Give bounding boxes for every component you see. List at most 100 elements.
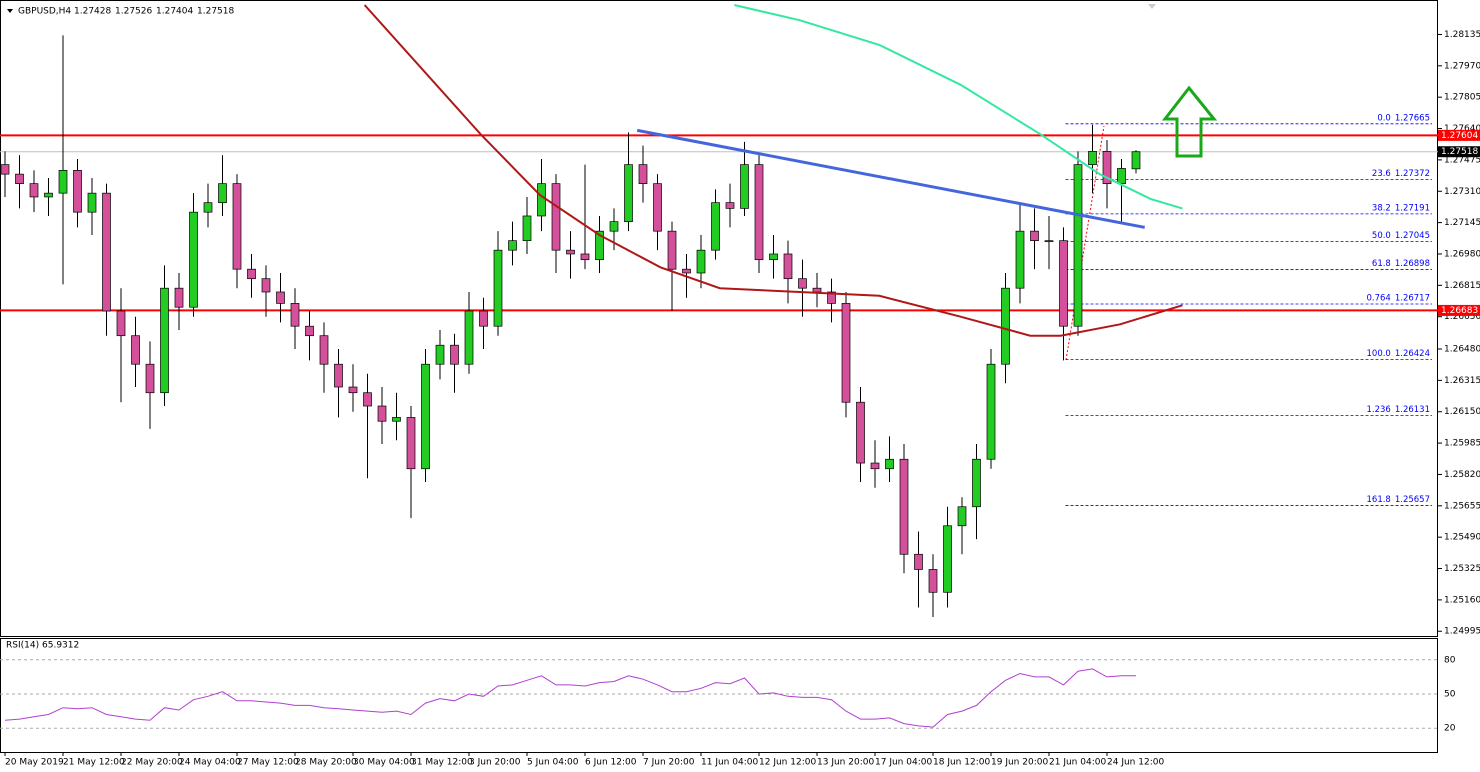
rsi-label: RSI(14) (6, 641, 39, 651)
candle-body (740, 164, 749, 209)
rsi-tick-label: 80 (1444, 655, 1456, 665)
candle-body (1030, 230, 1039, 242)
x-tick-label: 28 May 20:00 (295, 758, 357, 768)
candle-body (145, 363, 155, 394)
candle-body (812, 287, 822, 293)
candle-body (450, 344, 459, 365)
low: 1.27404 (156, 7, 193, 17)
rsi-tick-label: 20 (1444, 724, 1456, 734)
x-tick-label: 20 May 2019 (5, 758, 64, 768)
candle-body (943, 525, 952, 593)
x-tick-label: 5 Jun 04:00 (527, 758, 579, 768)
candle-body (595, 230, 604, 261)
y-tick-label: 1.27475 (1444, 155, 1480, 165)
y-tick-label: 1.25160 (1444, 595, 1480, 605)
candle-body (609, 221, 619, 232)
candle-body (392, 417, 401, 422)
fib-ratio: 38.2 (1372, 203, 1391, 213)
fib-price: 1.26131 (1395, 405, 1430, 415)
candle-body (174, 287, 184, 308)
rsi-panel (0, 638, 1438, 753)
candle-body (653, 183, 662, 232)
symbol: GBPUSD,H4 (18, 7, 71, 17)
x-tick-label: 30 May 04:00 (353, 758, 415, 768)
candle-body (0, 164, 10, 175)
x-tick-label: 31 May 12:00 (411, 758, 473, 768)
candle-body (232, 183, 242, 270)
x-tick-label: 13 Jun 20:00 (817, 758, 874, 768)
candle-body (827, 291, 836, 304)
y-tick-label: 1.27805 (1444, 93, 1480, 103)
fib-ratio: 100.0 (1367, 349, 1391, 359)
candle-body (537, 183, 546, 217)
candle-body (769, 253, 778, 261)
high: 1.27526 (115, 7, 152, 17)
candle-body (493, 249, 503, 327)
candle-body (754, 164, 764, 261)
candle-body (841, 303, 851, 403)
candle-body (189, 211, 198, 308)
candle-body (566, 249, 575, 255)
last-price-box (1438, 146, 1480, 158)
candle-body (667, 230, 677, 270)
price-panel (0, 0, 1438, 637)
y-tick-label: 1.25325 (1444, 564, 1480, 574)
fib-price: 1.26424 (1395, 349, 1430, 359)
candle-body (247, 268, 256, 280)
candle-body (783, 253, 793, 280)
candle-body (290, 303, 300, 327)
candle-body (1088, 150, 1097, 166)
x-tick-label: 17 Jun 04:00 (875, 758, 932, 768)
close: 1.27518 (197, 7, 234, 17)
candle-body (73, 170, 82, 213)
y-tick-label: 1.28135 (1444, 30, 1480, 40)
candle-body (885, 458, 894, 470)
y-tick-label: 1.25490 (1444, 533, 1480, 543)
candle-body (986, 363, 996, 460)
y-tick-label: 1.25985 (1444, 439, 1480, 449)
candle-body (160, 287, 169, 394)
candle-body (1001, 287, 1010, 365)
x-tick-label: 21 May 12:00 (63, 758, 125, 768)
candle-body (928, 569, 938, 593)
overlay-line (363, 4, 1183, 337)
candle-body (319, 335, 329, 365)
candle-body (116, 310, 126, 337)
open: 1.27428 (74, 7, 111, 17)
fib-price: 1.27191 (1395, 203, 1430, 213)
y-tick-label: 1.26980 (1444, 249, 1480, 259)
fib-ratio: 161.8 (1367, 495, 1391, 505)
fib-ratio: 50.0 (1372, 231, 1391, 241)
candle-body (334, 363, 343, 388)
hline-price-box (1438, 129, 1480, 141)
fib-ratio: 1.236 (1367, 405, 1391, 415)
x-tick-label: 7 Jun 20:00 (643, 758, 695, 768)
hline-price-label: 1.27604 (1441, 131, 1478, 141)
y-tick-label: 1.26315 (1444, 376, 1480, 386)
candle-body (87, 192, 97, 213)
rsi-tick-label: 50 (1444, 690, 1456, 700)
x-tick-label: 24 Jun 12:00 (1107, 758, 1164, 768)
y-tick-label: 1.27640 (1444, 124, 1480, 134)
candle-body (725, 202, 735, 209)
candle-body (522, 215, 532, 242)
candle-body (131, 335, 140, 365)
candle-body (203, 202, 213, 213)
candle-body (218, 183, 227, 204)
fib-price: 1.27665 (1395, 113, 1430, 123)
fib-price: 1.26717 (1395, 293, 1430, 303)
candle-body (870, 462, 880, 470)
candle-body (479, 310, 488, 327)
candle-body (1059, 240, 1068, 327)
candle-body (856, 401, 865, 464)
candle-body (44, 192, 53, 198)
candle-body (696, 249, 706, 274)
x-tick-label: 27 May 12:00 (237, 758, 299, 768)
candle-body (276, 291, 285, 304)
x-tick-label: 6 Jun 12:00 (585, 758, 637, 768)
y-tick-label: 1.26815 (1444, 281, 1480, 291)
fib-price: 1.26898 (1395, 259, 1430, 269)
fib-price: 1.25657 (1395, 495, 1430, 505)
candle-body (1102, 150, 1112, 185)
